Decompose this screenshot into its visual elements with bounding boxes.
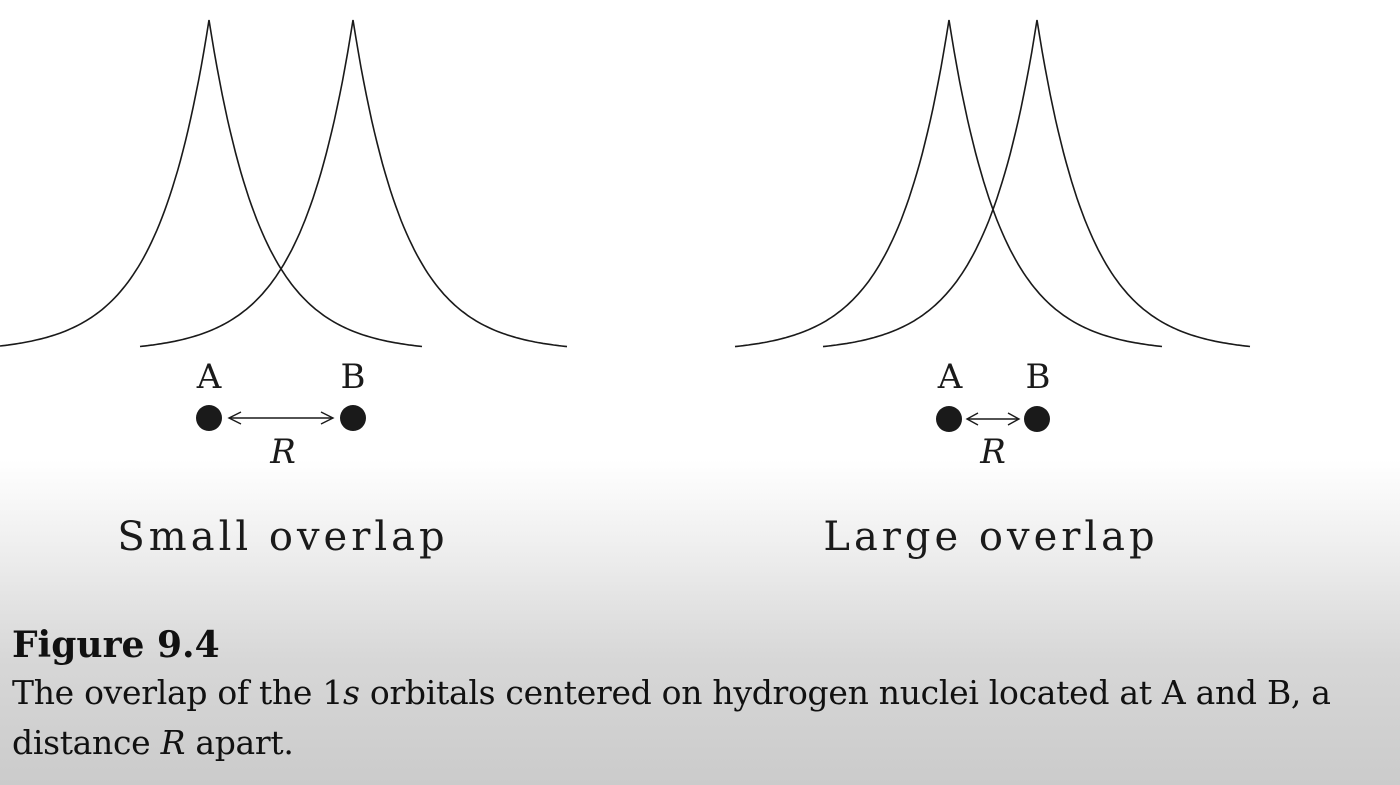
caption-text-part: orbitals centered on hydrogen nuclei loc…: [12, 673, 1331, 762]
caption-text: The overlap of the 1s orbitals centered …: [12, 668, 1397, 768]
caption-text-part: The overlap of the 1: [12, 673, 344, 712]
caption-text-italic: R: [160, 723, 186, 762]
nucleus-label-b: B: [1026, 357, 1051, 397]
nucleus-a: [936, 406, 962, 432]
distance-arrow: [965, 412, 1021, 426]
nucleus-label-b: B: [341, 357, 366, 397]
orbital-curve-b: [822, 19, 1251, 348]
panel-large-overlap: A B R Large overlap: [734, 19, 1251, 560]
nucleus-b: [1024, 406, 1050, 432]
distance-label: R: [979, 432, 1006, 472]
nucleus-a: [196, 405, 222, 431]
caption-title: Figure 9.4: [12, 624, 220, 666]
caption-text-part: apart.: [185, 723, 294, 762]
panel-title-small-overlap: Small overlap: [117, 514, 448, 560]
panel-title-large-overlap: Large overlap: [823, 514, 1158, 560]
caption-text-italic: s: [343, 673, 360, 712]
nucleus-label-a: A: [937, 357, 963, 397]
orbital-curve-b: [139, 19, 568, 348]
nucleus-label-a: A: [196, 357, 222, 397]
figure-caption: Figure 9.4 The overlap of the 1s orbital…: [12, 622, 1397, 768]
distance-label: R: [269, 432, 296, 472]
distance-arrow: [227, 411, 335, 425]
panel-small-overlap: A B R Small overlap: [0, 19, 568, 560]
orbital-curve-a: [0, 19, 423, 348]
nucleus-b: [340, 405, 366, 431]
orbital-curve-a: [734, 19, 1163, 348]
